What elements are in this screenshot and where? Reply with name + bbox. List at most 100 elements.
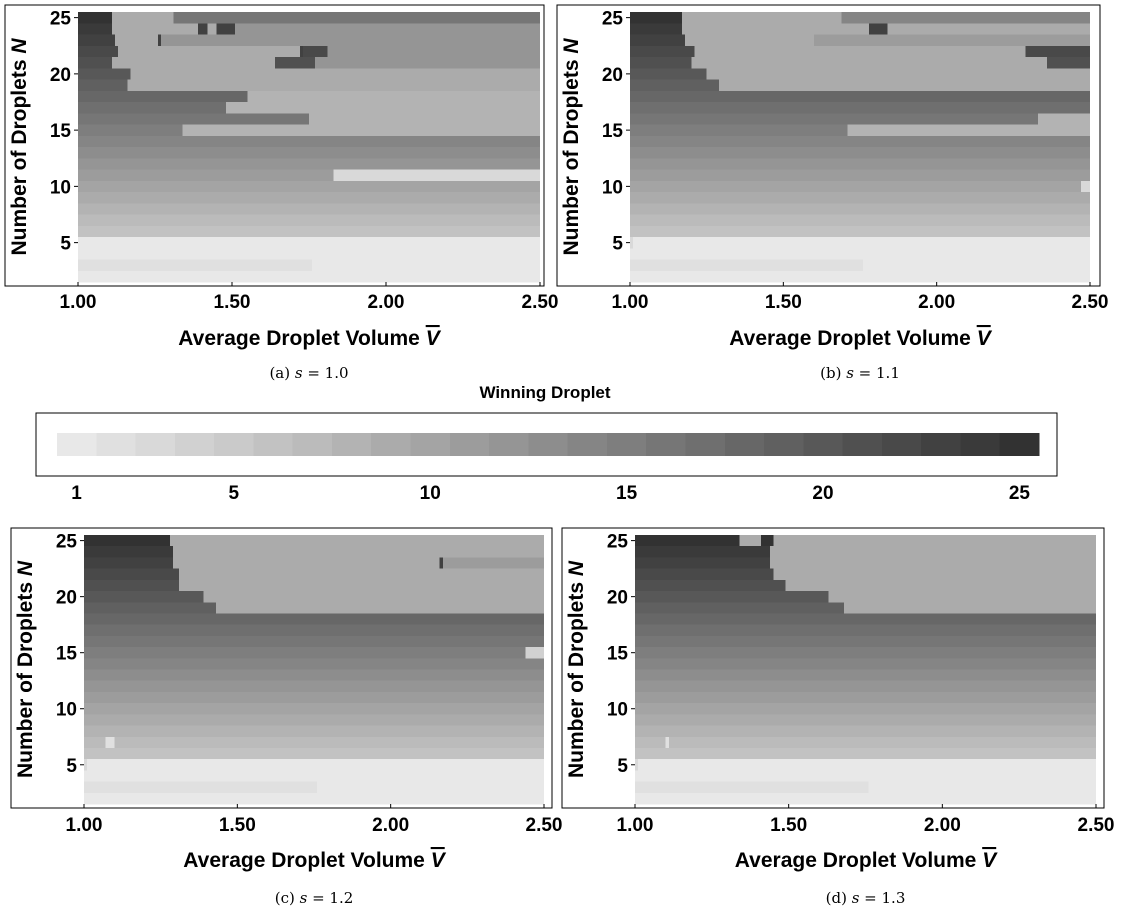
x-axis-label: Average Droplet Volume V [178, 327, 441, 350]
x-tick-label: 2.00 [924, 815, 961, 836]
legend-tick-label: 20 [812, 483, 833, 504]
heatmap-panel-2: 1.00 1.50 2.00 2.50 5 10 15 20 25 Average Droplet… [556, 4, 1109, 382]
heatmap-cell [706, 68, 1090, 80]
y-tick-label: 20 [50, 65, 71, 86]
heatmap-cell [635, 725, 1096, 738]
heatmap-cell [635, 759, 639, 771]
heatmap-cell [847, 124, 1090, 137]
heatmap-cell [172, 557, 440, 570]
heatmap-panel-3: 1.00 1.50 2.00 2.50 5 10 15 20 25 Average Droplet… [10, 527, 562, 907]
heatmap-cell [247, 90, 540, 103]
heatmap-cell [635, 546, 771, 558]
legend-swatch [331, 433, 372, 456]
heatmap-cell [84, 579, 180, 592]
x-tick-label: 1.50 [219, 815, 256, 836]
heatmap-cell [216, 23, 236, 35]
y-tick-label: 5 [66, 756, 77, 777]
heatmap-cell [84, 568, 180, 581]
y-axis-label: Number of Droplets N [8, 38, 31, 256]
heatmap-cell [630, 259, 864, 272]
panel-caption: (c) s = 1.2 [275, 889, 354, 907]
x-tick-label: 2.50 [1072, 292, 1109, 313]
heatmap-cell [630, 237, 634, 249]
heatmap-cell [78, 68, 131, 80]
heatmap-cell [317, 781, 544, 794]
heatmap-cell [327, 45, 540, 58]
y-tick-label: 20 [607, 588, 628, 609]
x-tick-label: 1.00 [60, 292, 97, 313]
panel-caption: (a) s = 1.0 [269, 364, 348, 382]
heatmap-cell [630, 23, 683, 35]
heatmap-cell [863, 259, 1090, 272]
heatmap-cell [161, 34, 540, 47]
heatmap-cell [630, 147, 1090, 159]
x-tick-label: 2.00 [368, 292, 405, 313]
heatmap-cell [630, 57, 692, 69]
heatmap-cell [78, 147, 540, 159]
heatmap-cell [828, 591, 1096, 603]
heatmap-cell [312, 259, 540, 272]
heatmap-cell [84, 535, 170, 547]
heatmap-cell [630, 225, 1090, 238]
heatmap-cell [635, 792, 1096, 805]
legend-swatch [57, 433, 97, 456]
heatmap-cell [1037, 113, 1090, 125]
y-tick-label: 5 [617, 756, 628, 777]
heatmap-cell [78, 79, 128, 92]
heatmap-cell [78, 34, 115, 47]
heatmap-cell [770, 557, 1096, 570]
legend-swatch [135, 433, 176, 456]
heatmap-cell [718, 79, 1090, 92]
heatmap-cell [111, 57, 276, 69]
heatmap-cell [84, 792, 544, 805]
heatmap-cell [78, 203, 540, 215]
legend-ticks: 1 5 10 15 20 25 [71, 483, 1030, 504]
legend-swatch [646, 433, 686, 456]
legend-swatch [292, 433, 333, 456]
legend-swatches [57, 433, 1040, 456]
heatmap-cell [78, 192, 540, 204]
heatmap-cell [78, 90, 248, 103]
heatmap-cell [111, 12, 174, 24]
heatmap-cell [635, 591, 829, 603]
legend-swatch [410, 433, 451, 456]
heatmap-cell [198, 23, 208, 35]
legend-swatch [960, 433, 1001, 456]
heatmap-cell [635, 714, 1096, 726]
y-tick-label: 25 [50, 9, 72, 30]
legend-tick-label: 15 [616, 483, 638, 504]
heatmap-panel-4: 1.00 1.50 2.00 2.50 5 10 15 20 25 Average Droplet… [561, 527, 1115, 907]
heatmap-cell [84, 703, 544, 715]
heatmap-cell [635, 579, 786, 592]
heatmap-cell [84, 691, 544, 704]
heatmap-cell [78, 124, 183, 137]
heatmap-cell [630, 169, 1090, 182]
legend-swatch [371, 433, 412, 456]
x-tick-label: 1.50 [765, 292, 802, 313]
heatmap-cell [118, 45, 300, 58]
x-axis-label: Average Droplet Volume V [183, 849, 446, 872]
heatmap-cell [635, 647, 1096, 659]
heatmap-cell [630, 45, 695, 58]
heatmap-cell [630, 79, 719, 92]
heatmap-cell [635, 557, 771, 570]
panel-caption: (b) s = 1.1 [820, 364, 900, 382]
heatmap-cell [182, 124, 540, 137]
x-tick-label: 2.00 [372, 815, 409, 836]
y-tick-label: 15 [56, 644, 78, 665]
legend-tick-label: 5 [229, 483, 240, 504]
heatmap-cell [770, 546, 1096, 558]
heatmap-cell [87, 759, 544, 771]
legend-swatch [764, 433, 804, 456]
heatmap-cell [635, 781, 869, 794]
x-tick-label: 2.00 [918, 292, 955, 313]
x-tick-label: 2.50 [1078, 815, 1115, 836]
heatmap-cell [84, 635, 544, 648]
heatmap-cell [215, 602, 544, 614]
legend-swatch [253, 433, 294, 456]
heatmap-cell [682, 23, 870, 35]
heatmap-cell [887, 23, 1090, 35]
heatmap-cell [78, 158, 540, 170]
legend-tick-label: 10 [420, 483, 441, 504]
heatmap-cell [78, 57, 112, 69]
